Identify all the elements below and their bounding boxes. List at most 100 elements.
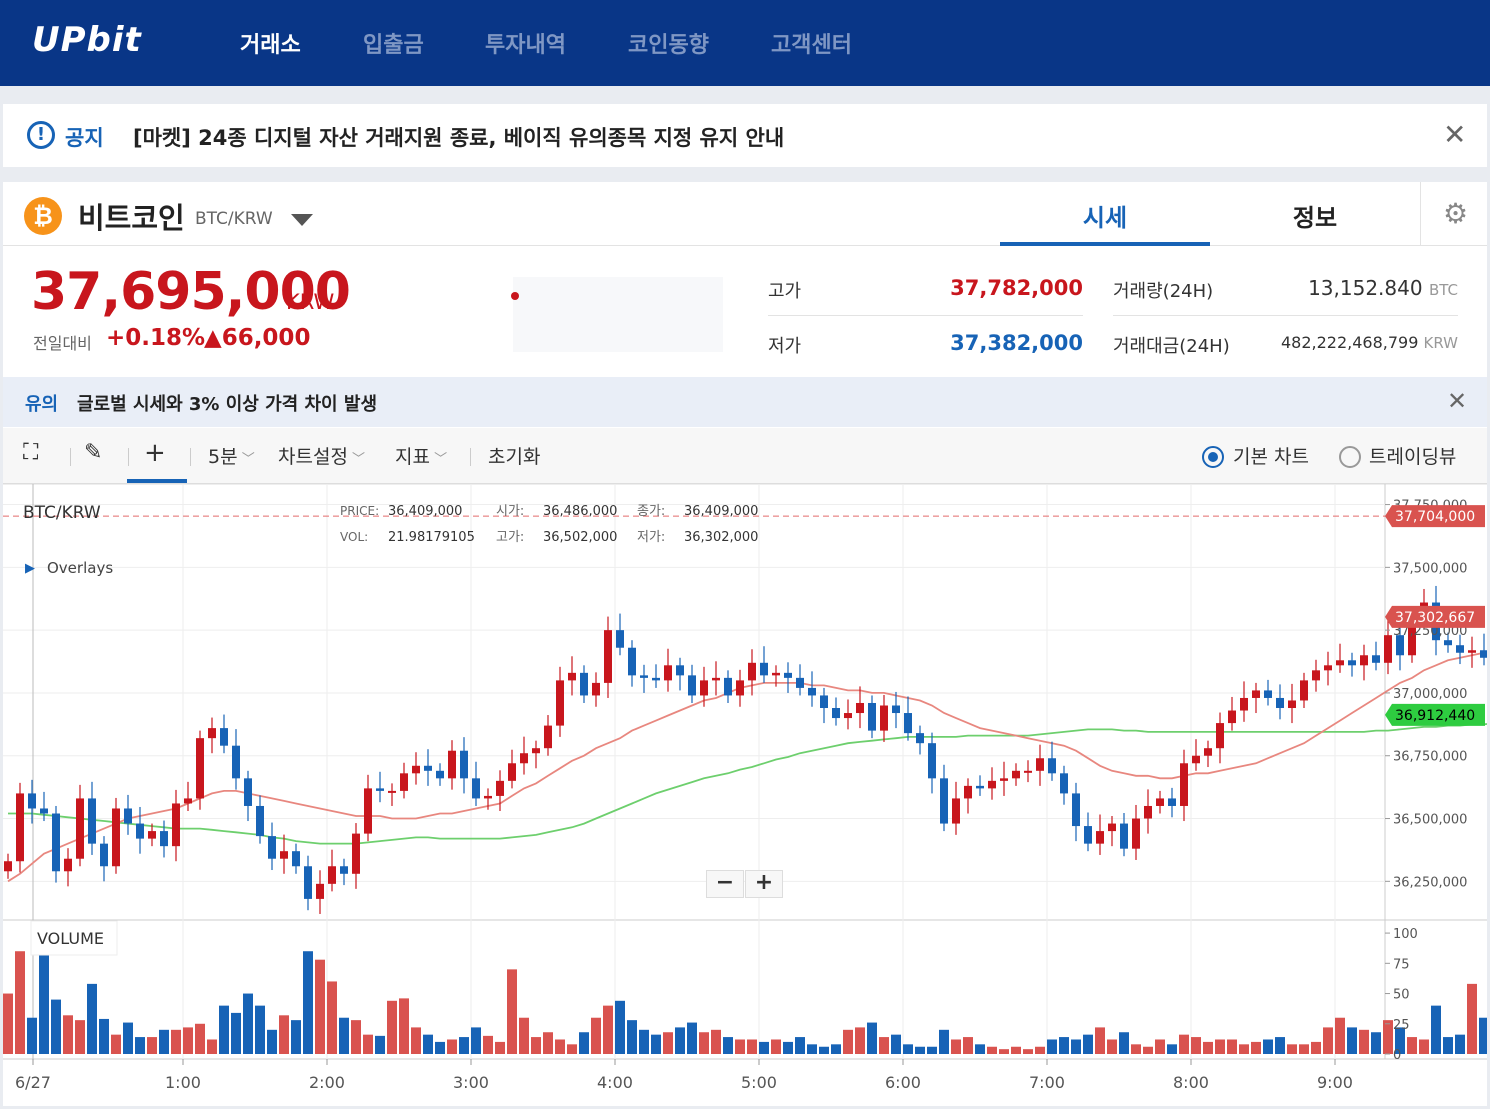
- volume-bar: [519, 1017, 529, 1054]
- high-label: 고가: [768, 281, 802, 302]
- basic-chart-label[interactable]: 기본 차트: [1233, 446, 1309, 468]
- volume-bar: [963, 1037, 973, 1054]
- caret-down-icon[interactable]: [291, 214, 313, 226]
- candle-body: [1036, 758, 1044, 771]
- candle-body: [424, 765, 432, 771]
- volume-bar: [1215, 1039, 1225, 1054]
- candle-body: [1348, 660, 1356, 666]
- pencil-icon[interactable]: ✎: [84, 440, 103, 465]
- value-label: 거래대금(24H): [1113, 336, 1230, 357]
- ma-slow-line: [8, 722, 1490, 845]
- candle-body: [856, 702, 864, 714]
- x-tick-label: 6/27: [15, 1073, 51, 1092]
- candle-body: [520, 753, 528, 764]
- candle-body: [1060, 773, 1068, 794]
- volume-bar: [951, 1039, 961, 1054]
- trade-value: 482,222,468,799: [1281, 333, 1419, 352]
- volume-bar: [699, 1032, 709, 1054]
- notice-link[interactable]: [마켓] 24종 디지털 자산 거래지원 종료, 베이직 유의종목 지정 유지 …: [133, 126, 785, 150]
- candle-body: [1480, 650, 1488, 658]
- volume-bar: [279, 1015, 289, 1054]
- price-tag-box: [1385, 505, 1485, 528]
- candle-body: [100, 843, 108, 867]
- volume-bar: [783, 1041, 793, 1054]
- high-value: 37,782,000: [950, 276, 1083, 300]
- candle-body: [772, 672, 780, 676]
- volume-bar: [903, 1044, 913, 1054]
- volume-bar: [1347, 1027, 1357, 1054]
- basic-chart-radio[interactable]: [1202, 446, 1224, 468]
- zoom-in-button[interactable]: +: [745, 870, 783, 898]
- change-amount: ▲66,000: [204, 325, 311, 351]
- coin-panel: ₿ 비트코인 BTC/KRW 시세 정보 ⚙ 37,695,000 KRW 전일…: [3, 182, 1490, 1106]
- volume-bar: [891, 1034, 901, 1054]
- candle-body: [1048, 758, 1056, 774]
- chart-settings-label: 차트설정: [278, 446, 348, 468]
- coin-name[interactable]: 비트코인: [78, 201, 185, 235]
- candle-body: [1396, 635, 1404, 656]
- volume-bar: [843, 1029, 853, 1054]
- bitcoin-icon: ₿: [24, 197, 62, 235]
- reset-button[interactable]: 초기화: [488, 446, 541, 468]
- volume-bar: [507, 969, 517, 1054]
- volume-bar: [927, 1046, 937, 1054]
- candle-body: [340, 866, 348, 874]
- candle-body: [556, 680, 564, 726]
- volume-bar: [867, 1022, 877, 1054]
- upbit-logo[interactable]: UPbit: [32, 20, 142, 60]
- volume-bar: [303, 951, 313, 1054]
- candle-body: [1336, 660, 1344, 666]
- toolbar-divider: [70, 448, 71, 466]
- nav-customer-center[interactable]: 고객센터: [771, 33, 852, 58]
- tradingview-label[interactable]: 트레이딩뷰: [1369, 446, 1457, 468]
- zoom-out-button[interactable]: −: [706, 870, 744, 898]
- candle-body: [928, 743, 936, 779]
- indicators-select[interactable]: 지표 ﹀: [395, 446, 448, 468]
- x-tick-label: 7:00: [1029, 1073, 1065, 1092]
- chart-toolbar: ⛶ ✎ + 5분 ﹀ 차트설정 ﹀ 지표 ﹀ 초기화 기본 차트 트레이딩뷰: [3, 428, 1487, 484]
- volume-value: 13,152.840: [1308, 276, 1423, 300]
- volume-bar: [135, 1037, 145, 1054]
- notice-close-icon[interactable]: ✕: [1443, 118, 1467, 151]
- tradingview-radio[interactable]: [1339, 446, 1361, 468]
- candle-body: [640, 675, 648, 678]
- candle-body: [940, 778, 948, 824]
- candlestick-chart[interactable]: 37,750,00037,500,00037,250,00037,000,000…: [3, 483, 1490, 1106]
- volume-bar: [207, 1039, 217, 1054]
- overlays-label[interactable]: Overlays: [47, 559, 113, 577]
- volume-bars: [3, 935, 1489, 1054]
- price-chart-area[interactable]: 37,750,00037,500,00037,250,00037,000,000…: [3, 483, 1490, 1106]
- overlays-triangle-icon[interactable]: ▶: [25, 561, 35, 576]
- price-tag-box: [1385, 605, 1485, 628]
- interval-select[interactable]: 5분 ﹀: [208, 446, 255, 468]
- coin-header: ₿ 비트코인 BTC/KRW 시세 정보 ⚙: [3, 182, 1487, 246]
- candle-body: [112, 808, 120, 867]
- volume-bar: [219, 1005, 229, 1054]
- settings-button[interactable]: ⚙: [1420, 182, 1487, 246]
- nav-investments[interactable]: 투자내역: [485, 33, 566, 58]
- mini-chart: [513, 277, 723, 352]
- chart-settings-select[interactable]: 차트설정 ﹀: [278, 446, 366, 468]
- volume-bar: [1191, 1037, 1201, 1054]
- volume-bar: [555, 1039, 565, 1054]
- candle-body: [604, 630, 612, 683]
- tab-info[interactable]: 정보: [1292, 204, 1338, 232]
- nav-coin-trends[interactable]: 코인동향: [628, 33, 709, 58]
- crosshair-icon[interactable]: +: [144, 438, 166, 468]
- warning-close-icon[interactable]: ✕: [1447, 387, 1468, 415]
- candle-body: [1324, 665, 1332, 671]
- volume-bar: [1443, 1037, 1453, 1054]
- candle-body: [796, 677, 804, 688]
- candle-body: [1300, 680, 1308, 701]
- moving-averages: [7, 649, 1490, 883]
- fullscreen-icon[interactable]: ⛶: [23, 440, 39, 465]
- tab-price[interactable]: 시세: [1082, 204, 1128, 232]
- candle-body: [568, 672, 576, 681]
- nav-exchange[interactable]: 거래소: [240, 33, 301, 58]
- trade-value-24h: 482,222,468,799 KRW: [1238, 333, 1458, 352]
- gear-icon: ⚙: [1443, 197, 1469, 230]
- nav-deposit-withdraw[interactable]: 입출금: [363, 33, 424, 58]
- volume-bar: [51, 999, 61, 1054]
- candle-body: [1000, 778, 1008, 781]
- price-tag-label: 37,302,667: [1395, 610, 1475, 626]
